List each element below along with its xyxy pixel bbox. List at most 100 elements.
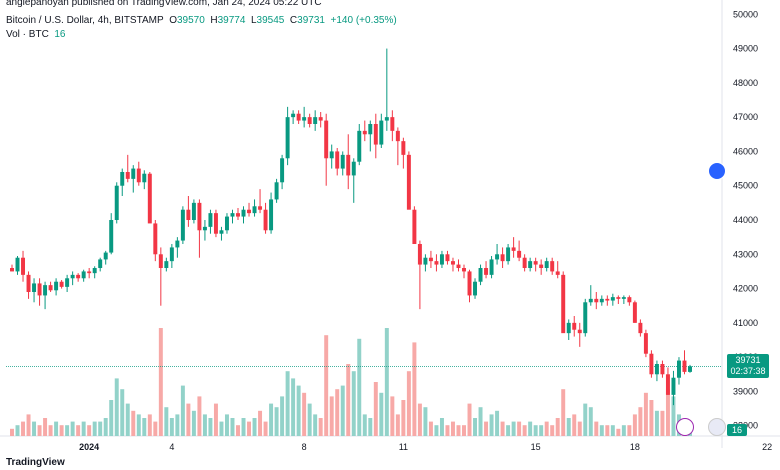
volume-bar [208, 418, 213, 436]
volume-bar [489, 414, 494, 436]
candle-body [373, 124, 378, 145]
us-flag-event-icon[interactable] [708, 418, 726, 436]
volume-bar [324, 335, 329, 436]
candle-body [577, 329, 582, 334]
candle-body [456, 264, 461, 268]
volume-bar [522, 425, 527, 436]
candle-body [555, 271, 560, 275]
time-tick-label: 8 [302, 442, 307, 452]
volume-bar [467, 403, 472, 436]
candle-body [87, 271, 92, 274]
volume-bar [500, 421, 505, 436]
candle-body [131, 168, 136, 179]
volume-bar [555, 418, 560, 436]
candle-body [158, 254, 163, 268]
candle-body [643, 333, 648, 354]
candle-body [627, 297, 632, 303]
candle-body [688, 366, 692, 372]
volume-bar [219, 421, 224, 436]
candle-body [302, 117, 307, 121]
candle-body [357, 130, 362, 162]
candle-body [263, 209, 268, 231]
candle-body [274, 182, 279, 200]
volume-bar [191, 410, 196, 436]
open-value: 39570 [177, 15, 205, 26]
candle-body [528, 261, 533, 268]
volume-bar [169, 418, 174, 436]
candle-body [445, 254, 450, 262]
candle-body [335, 151, 340, 169]
volume-bar [81, 421, 86, 436]
volume-bar [43, 418, 48, 436]
close-label: C [289, 15, 298, 26]
volume-bar [665, 389, 670, 436]
candle-body [285, 117, 290, 159]
candle-body [109, 220, 114, 253]
volume-bar [125, 403, 130, 436]
volume-bar [318, 418, 323, 436]
volume-bar [462, 425, 466, 436]
volume-bar [649, 400, 654, 436]
price-tick-label: 42000 [733, 284, 758, 294]
candle-body [169, 247, 174, 262]
volume-bar [65, 425, 70, 436]
us-economic-event-icon[interactable] [708, 162, 726, 180]
candle-body [92, 268, 97, 274]
time-tick-label: 4 [169, 442, 174, 452]
volume-bar [247, 421, 252, 436]
volume-bar [175, 414, 180, 436]
candle-body [467, 271, 472, 296]
candle-body [439, 254, 444, 265]
candle-body [224, 216, 229, 231]
candle-body [153, 223, 158, 255]
candle-body [473, 281, 478, 296]
price-tick-label: 50000 [733, 9, 758, 19]
candle-body [346, 154, 351, 176]
lightning-event-icon[interactable] [676, 418, 694, 436]
price-tick-label: 47000 [733, 112, 758, 122]
volume-bar [506, 425, 511, 436]
volume-bar [274, 407, 279, 436]
volume-bar [423, 407, 428, 436]
symbol-title[interactable]: Bitcoin / U.S. Dollar, 4h, BITSTAMP [6, 15, 164, 26]
candle-body [54, 281, 59, 291]
volume-bar [373, 382, 378, 436]
volume-legend: Vol · BTC 16 [6, 29, 65, 40]
time-tick-label: 11 [399, 442, 408, 452]
volume-bar [186, 403, 191, 436]
candle-body [324, 120, 329, 159]
volume-bar [269, 403, 274, 436]
volume-bar [588, 407, 593, 436]
candle-body [484, 268, 489, 275]
volume-bar [450, 421, 455, 436]
candle-body [395, 130, 400, 142]
candle-body [269, 199, 274, 231]
volume-bar [48, 425, 53, 436]
candle-body [511, 247, 516, 251]
volume-bar [70, 421, 75, 436]
volume-bar [296, 385, 301, 436]
volume-bar [241, 418, 246, 436]
candle-body [313, 117, 318, 124]
volume-bar [153, 421, 158, 436]
volume-bar [263, 421, 268, 436]
volume-bar [610, 425, 615, 436]
candle-body [15, 257, 20, 272]
candle-body [489, 259, 494, 275]
candle-body [191, 202, 196, 220]
volume-bar [428, 421, 433, 436]
time-tick-label: 15 [531, 442, 541, 452]
candle-body [638, 322, 643, 334]
volume-bar [511, 421, 516, 436]
candle-body [197, 202, 202, 231]
volume-bar [158, 328, 163, 436]
volume-bar [54, 421, 59, 436]
volume-bar [213, 403, 218, 436]
last-volume-tag: 16 [727, 424, 747, 436]
volume-label[interactable]: Vol · BTC [6, 29, 49, 40]
candle-body [280, 158, 285, 183]
candle-body [539, 264, 544, 268]
volume-bar [539, 425, 544, 436]
volume-bar [21, 421, 26, 436]
